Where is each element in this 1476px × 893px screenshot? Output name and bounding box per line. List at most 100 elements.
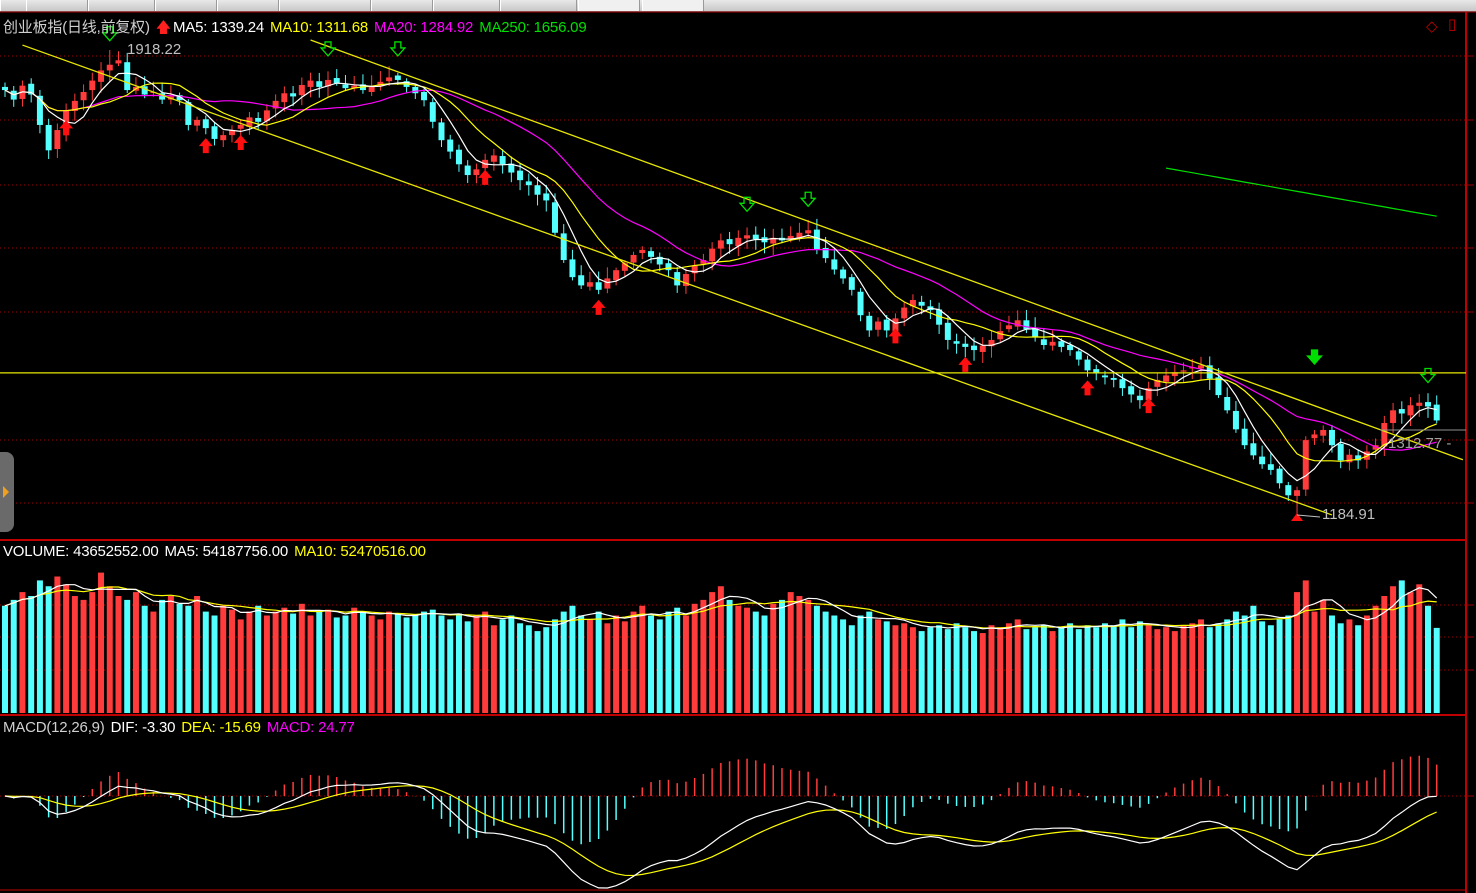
volume-bar [726,599,733,713]
window-toggle-icon[interactable]: ▯ [1448,16,1457,33]
volume-bar [560,611,567,713]
candle-body [464,165,471,176]
volume-bar [927,627,934,713]
candle-body [1346,454,1353,463]
candle-body [883,319,890,331]
candle-body [1433,404,1440,421]
volume-ma5: MA5: 54187756.00 [164,543,289,560]
candle-body [805,230,812,234]
volume-bar [159,599,166,713]
volume-bar [613,615,620,713]
volume-bar [455,613,462,713]
candle-body [28,83,35,95]
candle-body [787,235,794,240]
candle-body [595,282,602,290]
candle-body [316,81,323,87]
volume-bar [1407,592,1414,713]
trendline [310,39,1464,461]
toolbar-tab[interactable] [433,0,500,11]
candle-body [36,95,43,125]
candle-body [1084,359,1091,371]
volume-bar [2,605,8,713]
volume-bar [1067,623,1074,713]
volume-ma10: MA10: 52470516.00 [294,543,426,560]
toolbar-tab-highlight[interactable] [578,0,640,11]
sell-arrow-icon [799,191,817,208]
volume-bar [1241,615,1248,713]
volume-bar [691,603,698,713]
volume-bar [394,613,401,713]
candle-body [1215,377,1222,396]
volume-bar [1398,580,1405,713]
volume-bar [150,611,157,713]
toolbar-tab[interactable] [88,0,155,11]
volume-bar [1259,621,1266,713]
candle-body [656,256,663,265]
candle-body [621,263,628,271]
volume-bar [962,627,969,713]
volume-value: VOLUME: 43652552.00 [3,543,159,560]
toolbar-tab[interactable] [500,0,577,11]
volume-bar [1049,631,1056,713]
toolbar-tab[interactable] [279,0,371,11]
volume-bar [132,592,139,713]
candle-body [1267,464,1274,470]
candle-body [569,259,576,278]
volume-bar [298,603,305,713]
volume-bar [525,625,532,713]
volume-bar [1136,621,1143,713]
volume-bar [1232,611,1239,713]
main-legend: 创业板指(日线,前复权) 🡅 MA5: 1339.24 MA10: 1311.68 MA… [3,16,592,42]
candle-body [237,124,244,129]
volume-bar [595,611,602,713]
ma20-line [4,89,1437,451]
volume-bar [717,586,724,713]
toolbar-tab[interactable] [371,0,433,11]
volume-bar [761,615,768,713]
candle-body [831,259,838,270]
candle-body [525,181,532,186]
diamond-icon[interactable]: ◇ [1426,18,1438,35]
volume-bar [141,605,148,713]
candle-body [936,309,943,325]
toolbar-tab[interactable] [155,0,217,11]
candle-body [971,345,978,351]
candle-body [752,234,759,240]
trendline [22,44,1333,516]
candle-body [394,75,401,80]
toolbar-tab-highlight[interactable] [642,0,704,11]
macd-legend: MACD(12,26,9) DIF: -3.30 DEA: -15.69 MACD: … [3,719,361,736]
volume-bar [569,605,576,713]
volume-bar [744,607,751,713]
candle-body [909,299,916,307]
candle-body [962,343,969,347]
candle-body [1320,429,1327,436]
volume-bar [988,625,995,713]
candle-body [89,80,96,91]
buy-arrow-icon [1080,380,1095,396]
toolbar-tab[interactable] [217,0,279,11]
volume-bar [1206,627,1213,713]
volume-bar [796,596,803,713]
candle-body [1407,405,1414,416]
collapse-panel-handle[interactable] [0,452,14,532]
volume-bar [1093,627,1100,713]
volume-bar [831,615,838,713]
sell-arrow-icon [1306,349,1323,365]
volume-bar [1154,629,1161,713]
volume-bar [543,627,550,713]
volume-bar [944,629,951,713]
toolbar-tab[interactable] [26,0,88,11]
buy-arrow-icon [198,138,213,154]
volume-bar [368,615,375,713]
volume-bar [1198,619,1205,713]
candle-body [1337,443,1344,461]
candle-body [857,291,864,316]
candle-body [979,345,986,352]
ma20-legend: MA20: 1284.92 [374,19,474,36]
volume-bar [909,627,916,713]
candle-body [115,60,122,64]
volume-bar [307,615,314,713]
candle-body [534,185,541,195]
